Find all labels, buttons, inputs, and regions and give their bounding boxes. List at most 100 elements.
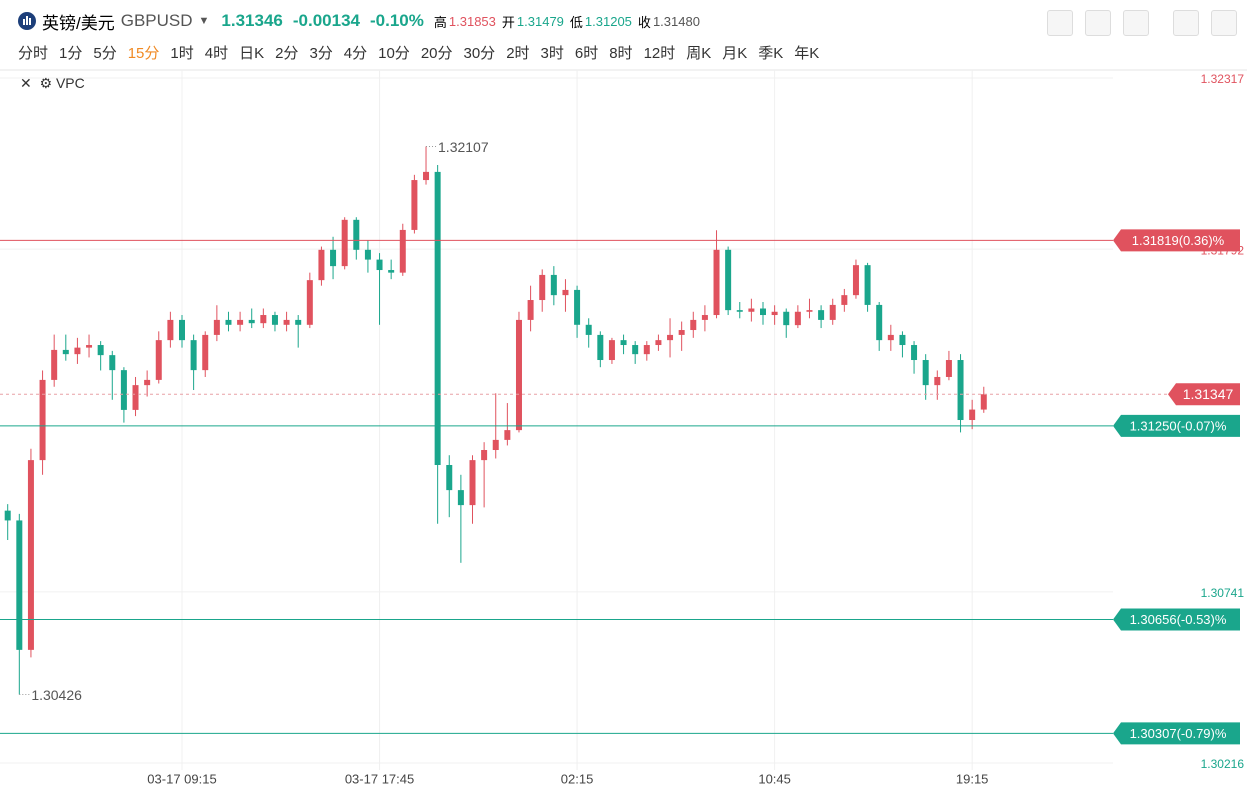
timeframe[interactable]: 30分 <box>463 45 496 62</box>
candle-body <box>364 249 371 260</box>
tool-button[interactable] <box>1173 10 1199 36</box>
candle-body <box>550 274 557 296</box>
timeframe[interactable]: 10分 <box>378 45 410 62</box>
timeframe[interactable]: 2时 <box>506 45 530 62</box>
timeframe[interactable]: 3分 <box>309 45 333 62</box>
candle-body <box>760 308 766 316</box>
candle-body <box>318 249 325 281</box>
tool-button[interactable] <box>1211 10 1237 36</box>
toolbar <box>1035 10 1237 36</box>
candle-body <box>969 409 976 421</box>
y-tick-label: 1.32317 <box>1201 72 1245 86</box>
tool-button[interactable] <box>1085 10 1111 36</box>
timeframe[interactable]: 20分 <box>420 45 453 62</box>
candle-body <box>829 304 836 320</box>
timeframe[interactable]: 1分 <box>59 45 83 62</box>
candle-body <box>74 347 81 355</box>
candle-body <box>504 430 511 440</box>
candle-body <box>806 310 813 312</box>
candle-body <box>539 274 546 301</box>
close-icon[interactable]: ✕ <box>20 75 32 91</box>
candle-body <box>155 340 162 380</box>
candle-body <box>62 349 69 355</box>
symbol-name: 英镑/美元 <box>42 13 115 33</box>
current-price-box <box>1168 383 1240 406</box>
timeframe[interactable]: 15分 <box>127 45 160 62</box>
timeframe[interactable]: 3时 <box>540 45 564 62</box>
candle-body <box>667 334 674 341</box>
timeframe[interactable]: 2分 <box>275 45 299 62</box>
low: 1.31205 <box>584 13 632 29</box>
candle-body <box>620 340 627 346</box>
candle-body <box>713 249 720 316</box>
candle-body <box>771 311 778 316</box>
settings-icon[interactable]: ⚙ <box>39 75 53 91</box>
candle-body <box>725 249 732 311</box>
timeframe[interactable]: 4时 <box>204 45 229 62</box>
candle-body <box>283 319 290 325</box>
close: 1.31480 <box>652 13 700 29</box>
candle-body <box>341 219 348 267</box>
candle-body <box>27 460 34 650</box>
dropdown[interactable]: ▼ <box>198 15 210 27</box>
timeframe[interactable]: 周K <box>686 45 712 62</box>
candle-body <box>678 330 685 335</box>
candle-body <box>864 265 871 305</box>
x-tick-label: 02:15 <box>561 771 594 786</box>
candle-body <box>179 319 185 341</box>
candle-body <box>887 334 894 341</box>
timeframe[interactable]: 日K <box>239 45 265 62</box>
candle-body <box>794 311 801 326</box>
timeframe[interactable]: 8时 <box>609 45 633 62</box>
price: 1.31346 <box>221 11 283 30</box>
candle-body <box>434 171 441 466</box>
high: 1.31853 <box>448 13 496 29</box>
close-label: 收 <box>637 14 651 30</box>
candle-body <box>748 308 755 312</box>
timeframe[interactable]: 季K <box>758 45 784 62</box>
candle-body <box>132 385 139 410</box>
price-line-box <box>1113 608 1240 631</box>
x-tick-label: 03-17 09:15 <box>147 771 216 786</box>
timeframe[interactable]: 年K <box>794 45 820 62</box>
symbol-code[interactable]: GBPUSD <box>120 11 193 30</box>
timeframe[interactable]: 6时 <box>574 45 599 62</box>
timeframe[interactable]: 1时 <box>170 45 194 62</box>
candle-body <box>213 319 220 335</box>
timeframe[interactable]: 4分 <box>343 45 368 62</box>
x-tick-label: 03-17 17:45 <box>345 771 414 786</box>
logo <box>18 12 36 30</box>
timeframes: 分时 1分 5分 15分 1时 4时 日K 2分 3分 4分 10分 20分 30分 2时 3时 6时 8时 12… <box>18 42 830 63</box>
candle-body <box>399 229 406 273</box>
timeframe[interactable]: 12时 <box>643 45 676 62</box>
open: 1.31479 <box>516 13 564 29</box>
tool-button[interactable] <box>1123 10 1149 36</box>
candle-body <box>632 345 639 355</box>
change: -0.00134 <box>292 11 360 30</box>
candle-body <box>202 334 209 371</box>
timeframe[interactable]: 分时 <box>18 45 49 62</box>
candle-body <box>585 324 592 335</box>
candle-body <box>608 340 615 361</box>
candle-body <box>597 334 604 361</box>
candle-body <box>446 465 453 491</box>
candle-body <box>109 355 116 371</box>
candle-body <box>306 280 313 325</box>
candle-body <box>527 300 534 320</box>
candle-body <box>481 450 488 461</box>
candle-body <box>167 319 174 341</box>
candle-body <box>643 345 650 355</box>
timeframe[interactable]: 月K <box>722 45 748 62</box>
open-label: 开 <box>501 14 515 30</box>
candle-body <box>237 319 244 325</box>
timeframe[interactable]: 5分 <box>93 45 117 62</box>
candle-body <box>701 315 708 320</box>
annotation: 1.32107 <box>438 139 489 155</box>
candle-body <box>51 349 58 380</box>
candle-body <box>411 180 418 230</box>
candle-body <box>86 345 93 348</box>
candle-body <box>515 319 522 431</box>
candle-body <box>690 319 697 331</box>
tool-button[interactable] <box>1047 10 1073 36</box>
candle-body <box>574 289 581 325</box>
